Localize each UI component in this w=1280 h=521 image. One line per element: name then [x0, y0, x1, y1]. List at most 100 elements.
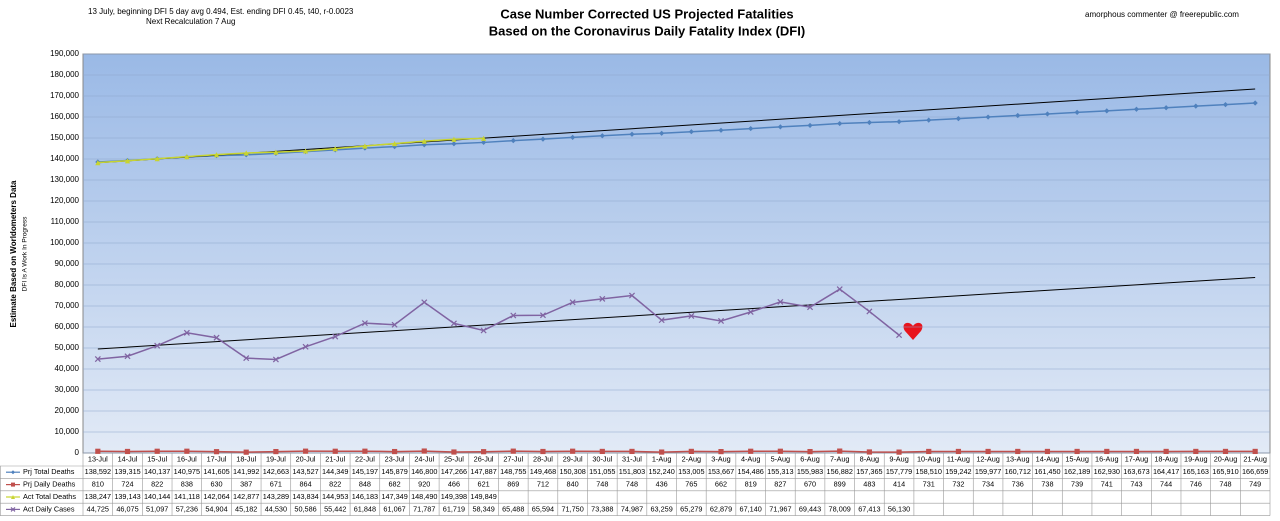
table-cell: 142,877: [233, 492, 259, 501]
marker: [510, 138, 516, 144]
marker: [717, 317, 725, 324]
marker: [154, 448, 160, 454]
table-cell: 827: [774, 480, 786, 489]
table-cell: 56,130: [888, 504, 910, 513]
table-cell: 61,848: [354, 504, 376, 513]
trendline: [97, 276, 1256, 350]
table-cell: 822: [151, 480, 163, 489]
marker: [1104, 108, 1110, 114]
marker: [807, 304, 814, 311]
table-cell: 138,247: [85, 492, 111, 501]
x-tick-label: 24-Jul: [414, 454, 434, 463]
table-cell: 158,510: [916, 467, 942, 476]
y-tick-label: 60,000: [55, 322, 80, 331]
y-tick-label: 170,000: [50, 91, 79, 100]
marker: [1044, 448, 1051, 455]
marker: [273, 448, 279, 455]
table-cell: 50,586: [294, 504, 316, 513]
table-cell: 144,349: [322, 467, 348, 476]
table-cell: 78,009: [829, 504, 851, 513]
series-line: [97, 137, 484, 164]
table-cell: 57,236: [176, 504, 198, 513]
marker: [629, 131, 635, 137]
x-tick-label: 15-Aug: [1065, 454, 1089, 463]
marker: [807, 122, 813, 129]
table-cell: 741: [1101, 480, 1113, 489]
table-cell: 58,349: [472, 504, 494, 513]
table-cell: 466: [448, 480, 460, 489]
x-tick-label: 2-Aug: [682, 454, 701, 463]
x-tick-label: 3-Aug: [711, 454, 730, 463]
series-line: [97, 102, 1256, 163]
x-tick-label: 15-Jul: [147, 454, 167, 463]
table-cell: 145,879: [381, 467, 407, 476]
x-tick-label: 22-Jul: [355, 454, 375, 463]
y-axis-label: Estimate Based on Worldometers Data: [9, 180, 18, 328]
marker: [926, 117, 932, 123]
marker: [866, 119, 872, 126]
table-cell: 848: [359, 480, 371, 489]
table-cell: 147,887: [470, 467, 496, 476]
marker: [11, 470, 15, 475]
marker: [599, 448, 605, 455]
marker: [391, 140, 398, 147]
marker: [540, 136, 546, 142]
marker: [302, 448, 309, 454]
marker: [1074, 448, 1080, 455]
series-line: [97, 450, 1256, 453]
x-tick-label: 20-Jul: [296, 454, 316, 463]
marker: [658, 317, 665, 324]
marker: [718, 449, 724, 455]
table-cell: 67,140: [740, 504, 762, 513]
marker: [480, 327, 487, 334]
table-cell: 748: [596, 480, 608, 489]
marker: [629, 448, 635, 455]
marker: [1252, 100, 1258, 106]
x-tick-label: 18-Aug: [1154, 454, 1178, 463]
marker: [481, 139, 487, 146]
x-tick-label: 13-Aug: [1006, 454, 1030, 463]
table-cell: 157,365: [856, 467, 882, 476]
table-cell: 414: [893, 480, 905, 489]
marker: [985, 448, 991, 455]
table-cell: 44,725: [87, 504, 109, 513]
marker: [837, 120, 843, 127]
table-cell: 144,953: [322, 492, 348, 501]
table-cell: 162,189: [1064, 467, 1090, 476]
marker: [539, 312, 546, 319]
table-cell: 159,242: [945, 467, 971, 476]
marker: [569, 299, 576, 306]
table-cell: 746: [1190, 480, 1202, 489]
marker: [362, 448, 368, 454]
marker: [361, 320, 368, 327]
table-cell: 739: [1071, 480, 1083, 489]
x-tick-label: 16-Jul: [177, 454, 197, 463]
marker: [391, 448, 398, 455]
marker: [154, 156, 160, 162]
table-cell: 810: [92, 480, 104, 489]
x-tick-label: 30-Jul: [592, 454, 612, 463]
x-tick-label: 10-Aug: [917, 454, 941, 463]
marker: [718, 127, 724, 133]
table-cell: 51,097: [146, 504, 168, 513]
x-tick-label: 27-Jul: [503, 454, 523, 463]
x-tick-label: 18-Jul: [236, 454, 256, 463]
table-cell: 748: [626, 480, 638, 489]
y-tick-label: 70,000: [55, 301, 80, 310]
marker: [391, 321, 398, 328]
table-cell: 166,659: [1242, 467, 1268, 476]
y-tick-label: 20,000: [55, 406, 80, 415]
marker: [481, 449, 487, 455]
marker: [1133, 448, 1140, 455]
y-tick-label: 180,000: [50, 70, 79, 79]
table-cell: 749: [1249, 480, 1261, 489]
table-cell: 155,313: [767, 467, 793, 476]
legend-label: Prj Total Deaths: [23, 467, 75, 476]
legend-label: Prj Daily Deaths: [23, 480, 76, 489]
marker: [1252, 448, 1258, 455]
table-cell: 670: [804, 480, 816, 489]
x-tick-label: 21-Jul: [325, 454, 345, 463]
y-tick-label: 0: [75, 448, 80, 457]
x-tick-label: 17-Aug: [1125, 454, 1149, 463]
